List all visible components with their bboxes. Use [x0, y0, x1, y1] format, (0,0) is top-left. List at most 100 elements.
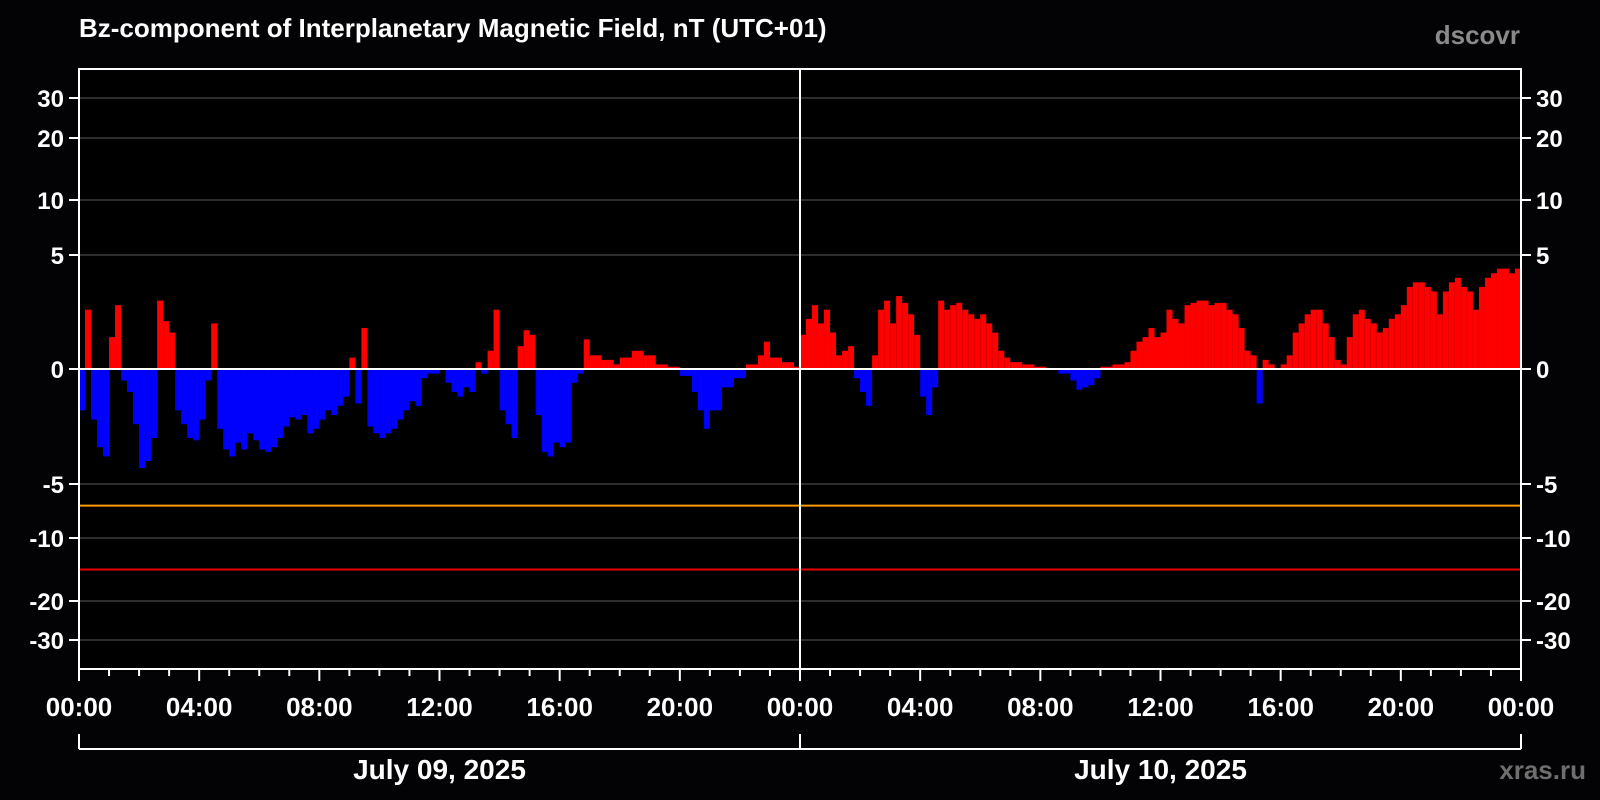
bz-bar: [175, 369, 182, 411]
bz-bar: [1202, 300, 1209, 369]
bz-bar: [535, 369, 542, 415]
bz-bar: [1166, 309, 1173, 369]
x-tick-label: 08:00: [1007, 692, 1074, 722]
bz-bar: [1238, 327, 1245, 369]
bz-bar: [1100, 366, 1113, 369]
y-tick-label: -30: [1536, 628, 1571, 655]
bz-bar: [1496, 268, 1503, 369]
bz-bar: [1220, 302, 1227, 369]
bz-bar: [1262, 359, 1269, 369]
date-label: July 09, 2025: [353, 754, 526, 785]
bz-bar: [91, 369, 98, 420]
bz-bar: [1370, 323, 1377, 369]
bz-bar: [253, 369, 260, 441]
y-tick-label: -20: [1536, 589, 1571, 616]
bz-bar: [79, 369, 86, 411]
bz-bar: [1358, 309, 1365, 369]
bz-bar: [1304, 314, 1311, 369]
bz-bar: [505, 369, 512, 425]
bz-bar: [367, 369, 374, 427]
bz-bar: [1328, 337, 1335, 369]
bz-bar: [691, 369, 698, 392]
bz-bar: [1382, 327, 1389, 369]
bz-bar: [331, 369, 338, 415]
bz-bar: [397, 369, 404, 420]
bz-bar: [1010, 362, 1023, 369]
bz-bar: [1214, 302, 1221, 369]
bz-bar: [475, 362, 482, 369]
bz-bar: [181, 369, 188, 425]
bz-bar: [1094, 369, 1101, 379]
bz-bar: [385, 369, 392, 434]
y-tick-label: -10: [29, 526, 64, 553]
bz-bar: [1196, 300, 1203, 369]
bz-bar: [1022, 364, 1035, 369]
bz-bar: [1232, 314, 1239, 369]
bz-bar: [818, 323, 825, 369]
bz-bar: [1124, 362, 1131, 369]
bz-bar: [199, 369, 206, 420]
bz-bar: [295, 369, 302, 420]
bz-bar: [319, 369, 326, 420]
bz-bar: [1502, 268, 1509, 369]
bz-bar: [1400, 305, 1407, 369]
bz-bar: [854, 369, 861, 379]
bz-bar: [769, 357, 782, 369]
bz-bar: [157, 300, 164, 369]
bz-bar: [721, 369, 734, 388]
bz-bar: [1178, 323, 1185, 369]
bz-bar: [697, 369, 704, 411]
bz-bar: [733, 369, 746, 379]
bz-bar: [211, 323, 218, 369]
bz-bar: [391, 369, 398, 429]
x-tick-label: 00:00: [1488, 692, 1555, 722]
bz-bar: [1334, 359, 1341, 369]
chart-title: Bz-component of Interplanetary Magnetic …: [79, 13, 827, 43]
bz-bar: [589, 355, 602, 369]
bz-bar: [1322, 323, 1329, 369]
bz-bar: [938, 300, 945, 369]
x-tick-label: 00:00: [767, 692, 834, 722]
bz-bar: [866, 369, 873, 406]
bz-bar: [1484, 277, 1491, 369]
bz-bar: [884, 300, 891, 369]
bz-bar: [1148, 327, 1155, 369]
bz-bar: [806, 318, 813, 369]
bz-bar: [1190, 302, 1197, 369]
bz-bar: [824, 309, 831, 369]
x-tick-label: 08:00: [286, 692, 353, 722]
bz-bar: [1256, 369, 1263, 404]
bz-bar: [337, 369, 344, 406]
bz-bar: [1160, 332, 1167, 369]
bz-bar: [1340, 364, 1347, 369]
bz-bar: [1088, 369, 1095, 386]
bz-bar: [403, 369, 410, 411]
bz-bar: [463, 369, 470, 388]
bz-bar: [235, 369, 242, 443]
bz-bar: [643, 355, 656, 369]
bz-bar: [1442, 291, 1449, 369]
bz-bar: [613, 364, 620, 369]
bz-bar: [193, 369, 200, 441]
bz-bar: [980, 314, 987, 369]
x-tick-label: 20:00: [1368, 692, 1435, 722]
bz-bar: [757, 355, 764, 369]
bz-bar: [223, 369, 230, 450]
bz-bar: [457, 369, 464, 397]
bz-bar: [896, 296, 903, 369]
bz-bar: [1172, 318, 1179, 369]
bz-bar: [1430, 291, 1437, 369]
bz-bar: [517, 346, 524, 369]
bz-bar: [793, 366, 800, 369]
bz-bar: [655, 364, 668, 369]
bz-bar: [908, 314, 915, 369]
bz-bar: [1268, 364, 1275, 369]
bz-bar: [992, 332, 999, 369]
bz-bar: [565, 369, 572, 443]
bz-bar: [830, 332, 837, 369]
bz-bar: [259, 369, 266, 450]
bz-bar: [355, 369, 362, 404]
bz-bars: [79, 268, 1521, 468]
y-tick-labels-left: 30 20 10 5 0 -5 -10 -20 -30: [29, 86, 64, 655]
bz-bar: [511, 369, 518, 438]
